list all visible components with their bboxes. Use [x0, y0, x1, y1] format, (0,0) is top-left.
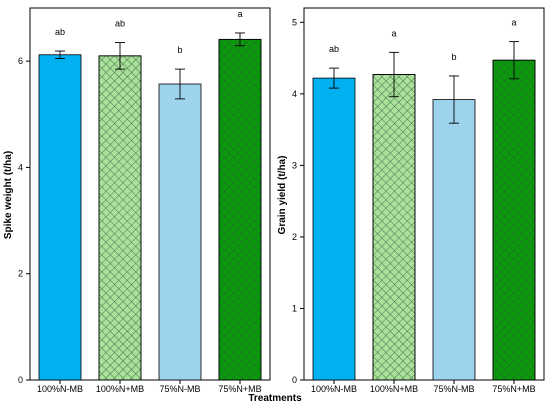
x-tick-label: 75%N+MB	[218, 384, 261, 394]
bar-series: ab 100%N-MB a 100%N+MB b 75%N-MB a 75%N+MB	[311, 18, 536, 394]
y-tick-label: 0	[18, 375, 23, 385]
significance-letter: a	[511, 18, 516, 28]
x-tick-label: 100%N-MB	[311, 384, 357, 394]
significance-letter: ab	[115, 19, 125, 29]
y-tick-label: 4	[18, 162, 23, 172]
x-tick-label: 100%N-MB	[37, 384, 83, 394]
plot-frame	[29, 7, 271, 381]
y-axis-title: Spike weight (t/ha)	[3, 151, 14, 239]
y-axis-title: Grain yield (t/ha)	[277, 156, 288, 235]
x-axis-title: Treatments	[248, 393, 302, 404]
significance-letter: b	[451, 52, 456, 62]
y-tick-label: 4	[292, 89, 297, 99]
y-tick-label: 0	[292, 375, 297, 385]
significance-letter: ab	[55, 27, 65, 37]
significance-letter: a	[391, 28, 396, 38]
y-axis: 0 2 4 6	[18, 56, 30, 385]
plot-frame	[303, 7, 545, 381]
x-tick-label: 100%N+MB	[370, 384, 418, 394]
y-tick-label: 5	[292, 17, 297, 27]
y-axis: 0 1 2 3 4 5	[292, 17, 304, 385]
bar	[432, 99, 476, 381]
bar-hatch	[218, 38, 262, 381]
significance-letter: b	[177, 45, 182, 55]
y-tick-label: 6	[18, 56, 23, 66]
y-tick-label: 3	[292, 160, 297, 170]
bar	[38, 54, 82, 381]
y-tick-label: 2	[292, 232, 297, 242]
bar-hatch	[372, 74, 416, 381]
bar	[312, 77, 356, 381]
y-tick-label: 2	[18, 269, 23, 279]
significance-letter: a	[237, 9, 242, 19]
bar-series: ab 100%N-MB ab 100%N+MB b 75%N-MB a 75%N+MB	[37, 9, 262, 394]
x-tick-label: 75%N+MB	[492, 384, 535, 394]
x-tick-label: 75%N-MB	[433, 384, 474, 394]
y-tick-label: 1	[292, 303, 297, 313]
significance-letter: ab	[329, 44, 339, 54]
bar-hatch	[492, 59, 536, 381]
x-tick-label: 75%N-MB	[159, 384, 200, 394]
x-tick-label: 100%N+MB	[96, 384, 144, 394]
bar-hatch	[98, 55, 142, 381]
bar	[158, 83, 202, 381]
